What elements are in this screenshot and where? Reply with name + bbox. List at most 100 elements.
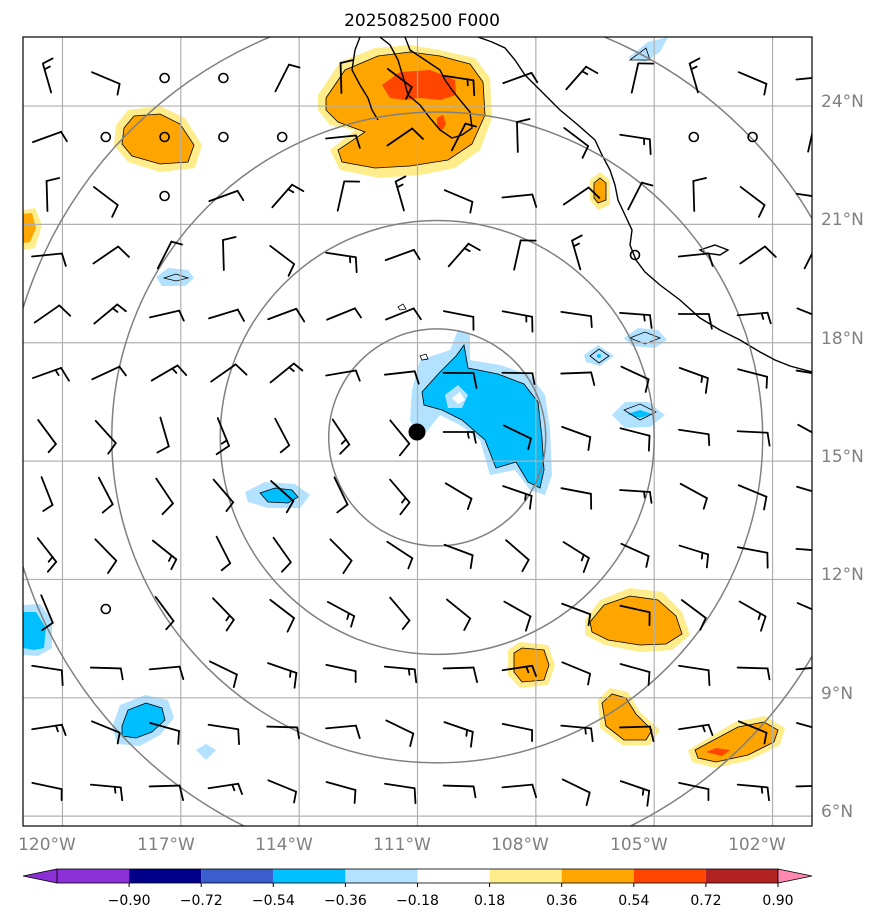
wind-barb-staff: [442, 310, 475, 318]
wind-barb-flag: [530, 71, 539, 84]
wind-barb-staff: [331, 418, 351, 446]
wind-barb-flag: [640, 181, 654, 187]
wind-barb-staff: [269, 362, 295, 384]
wind-barb-flag: [644, 378, 650, 393]
anomaly-region-north-spot: [437, 115, 446, 132]
wind-barb-flag: [705, 553, 710, 569]
colorbar-under-triangle: [22, 868, 58, 884]
calm-wind-marker: [688, 131, 700, 143]
wind-barb-staff: [94, 419, 117, 445]
calm-wind-marker: [100, 603, 112, 615]
wind-barb-staff: [571, 239, 582, 271]
wind-barb-flag: [699, 617, 707, 631]
wind-barb-flag: [339, 59, 355, 64]
wind-barb-flag: [826, 667, 830, 679]
wind-barb-flag: [117, 245, 130, 258]
wind-barb-flag: [757, 612, 762, 621]
wind-barb-flag: [118, 365, 127, 377]
wind-barb-flag: [47, 556, 54, 563]
wind-barb-flag: [54, 724, 59, 733]
anomaly-region-g: [156, 268, 194, 286]
wind-barb-flag: [178, 784, 184, 802]
wind-barb-flag: [529, 495, 533, 510]
wind-barb-staff: [208, 660, 238, 676]
wind-barb-flag: [288, 366, 295, 373]
colorbar-bins: [56, 868, 779, 884]
wind-barb-staff: [36, 537, 58, 563]
wind-barb-staff: [326, 845, 356, 846]
wind-barb-staff: [501, 371, 534, 375]
wind-barb-flag: [826, 375, 827, 388]
wind-barb-flag: [401, 619, 411, 631]
wind-barb-staff: [212, 597, 235, 621]
lat-tick-label: 21°N: [821, 210, 864, 230]
wind-barb-staff: [561, 843, 591, 847]
anomaly-region-c-mid: [122, 703, 165, 738]
wind-barb-flag: [766, 431, 771, 447]
wind-barb-flag: [336, 503, 349, 514]
wind-barb-staff: [269, 245, 296, 265]
wind-barb-flag: [113, 785, 117, 794]
wind-barb-flag: [405, 86, 413, 100]
wind-barb-flag: [165, 620, 175, 631]
colorbar-bin: [561, 869, 634, 883]
wind-barb-staff: [91, 365, 121, 381]
wind-barb-staff: [692, 180, 696, 212]
wind-barb-staff: [325, 251, 357, 259]
lat-tick-label: 9°N: [821, 684, 853, 704]
colorbar-tick-label: −0.18: [396, 893, 439, 909]
wind-barb-staff: [737, 368, 769, 378]
wind-barb-flag: [572, 242, 580, 248]
wind-barb-flag: [156, 445, 170, 454]
lon-tick-label: 102°W: [728, 835, 786, 855]
wind-barb-staff: [688, 62, 699, 94]
wind-barb-staff: [736, 546, 769, 554]
wind-barb-staff: [736, 666, 769, 670]
wind-barb-staff: [516, 121, 519, 153]
wind-barb-flag: [222, 236, 237, 241]
wind-barb-flag: [413, 787, 417, 805]
wind-barb-staff: [93, 303, 119, 325]
wind-barb-flag: [580, 553, 585, 562]
wind-barb-staff: [561, 778, 591, 794]
wind-barbs: [31, 57, 830, 847]
wind-barb-flag: [394, 175, 407, 183]
wind-barb-flag: [177, 730, 180, 745]
wind-barb-staff: [267, 779, 297, 793]
wind-barb-flag: [286, 617, 295, 633]
wind-barb-staff: [736, 783, 769, 789]
wind-barb-staff: [383, 370, 416, 376]
wind-barb-staff: [271, 183, 293, 209]
anomaly-region-i: [628, 37, 668, 62]
wind-barb-staff: [386, 127, 414, 147]
y-axis-ticks: 24°N 21°N 18°N 15°N 12°N 9°N 6°N: [821, 92, 864, 822]
wind-barb-flag: [237, 782, 243, 795]
wind-barb-staff: [389, 596, 411, 622]
wind-barb-flag: [47, 443, 57, 454]
wind-barb-flag: [590, 315, 593, 328]
wind-barb-staff: [325, 781, 357, 791]
wind-barb-flag: [111, 307, 119, 313]
wind-barb-flag: [704, 377, 709, 394]
wind-barb-flag: [760, 785, 764, 794]
anomaly-region-east-3-mid: [602, 694, 652, 740]
wind-barb-staff: [678, 664, 710, 672]
wind-barb-staff: [560, 724, 593, 730]
wind-barb-staff: [680, 599, 707, 619]
wind-barb-staff: [627, 181, 643, 211]
colorbar-bin: [57, 869, 130, 883]
anomaly-region-central-mid: [422, 345, 544, 488]
wind-barb-flag: [279, 444, 291, 454]
wind-barb-staff: [736, 311, 769, 317]
wind-barb-flag: [688, 57, 701, 65]
wind-barb-staff: [630, 62, 640, 94]
wind-barb-flag: [107, 442, 117, 455]
anomaly-region-west-edge-mid: [23, 213, 36, 243]
wind-barb-flag: [647, 671, 651, 686]
wind-barb-flag: [413, 370, 420, 385]
wind-barb-flag: [766, 786, 770, 802]
wind-barb-flag: [116, 82, 121, 96]
lon-tick-label: 114°W: [255, 835, 313, 855]
anomaly-region-east-4-high: [706, 748, 730, 756]
